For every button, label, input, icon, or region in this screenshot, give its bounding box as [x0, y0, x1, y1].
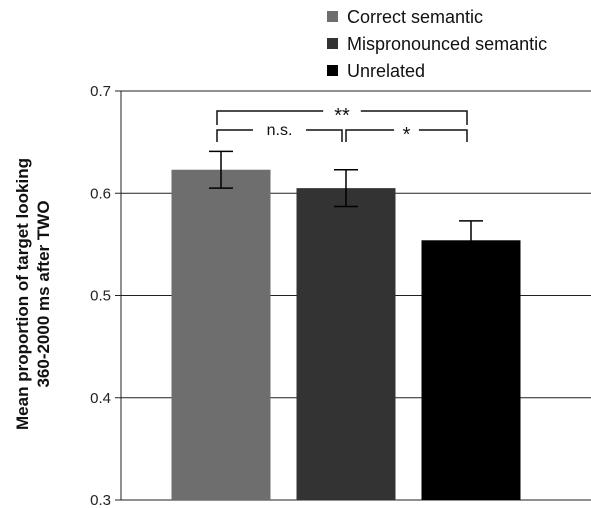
significance-bracket — [216, 110, 468, 125]
bars — [171, 169, 521, 501]
legend-label: Correct semantic — [347, 7, 483, 27]
significance-label: n.s. — [267, 122, 293, 139]
significance-bracket — [216, 129, 343, 142]
y-tick-label: 0.5 — [90, 288, 111, 305]
y-axis-tick-labels: 0.3 0.4 0.5 0.6 0.7 — [90, 83, 111, 508]
legend: Correct semantic Mispronounced semantic Un… — [327, 7, 547, 81]
bar — [421, 240, 521, 500]
y-axis-label: Mean proportion of target looking 360-20… — [13, 158, 53, 430]
y-tick-label: 0.3 — [90, 492, 111, 508]
legend-swatch — [327, 11, 338, 22]
y-tick-label: 0.7 — [90, 83, 111, 100]
y-tick-label: 0.4 — [90, 390, 111, 407]
legend-swatch — [327, 38, 338, 49]
y-axis-label-line-2: 360-2000 ms after TWO — [34, 200, 53, 387]
legend-label: Unrelated — [347, 61, 425, 81]
significance-label: ** — [334, 105, 350, 127]
significance-label: * — [403, 124, 411, 146]
legend-swatch — [327, 65, 338, 76]
y-tick-label: 0.6 — [90, 185, 111, 202]
significance-brackets: ** n.s. * — [216, 105, 468, 146]
significance-bracket — [345, 129, 468, 142]
bar — [296, 188, 396, 500]
y-axis-label-line-1: Mean proportion of target looking — [13, 158, 32, 430]
legend-label: Mispronounced semantic — [347, 34, 547, 54]
error-bars — [209, 150, 483, 261]
bar — [171, 169, 271, 501]
